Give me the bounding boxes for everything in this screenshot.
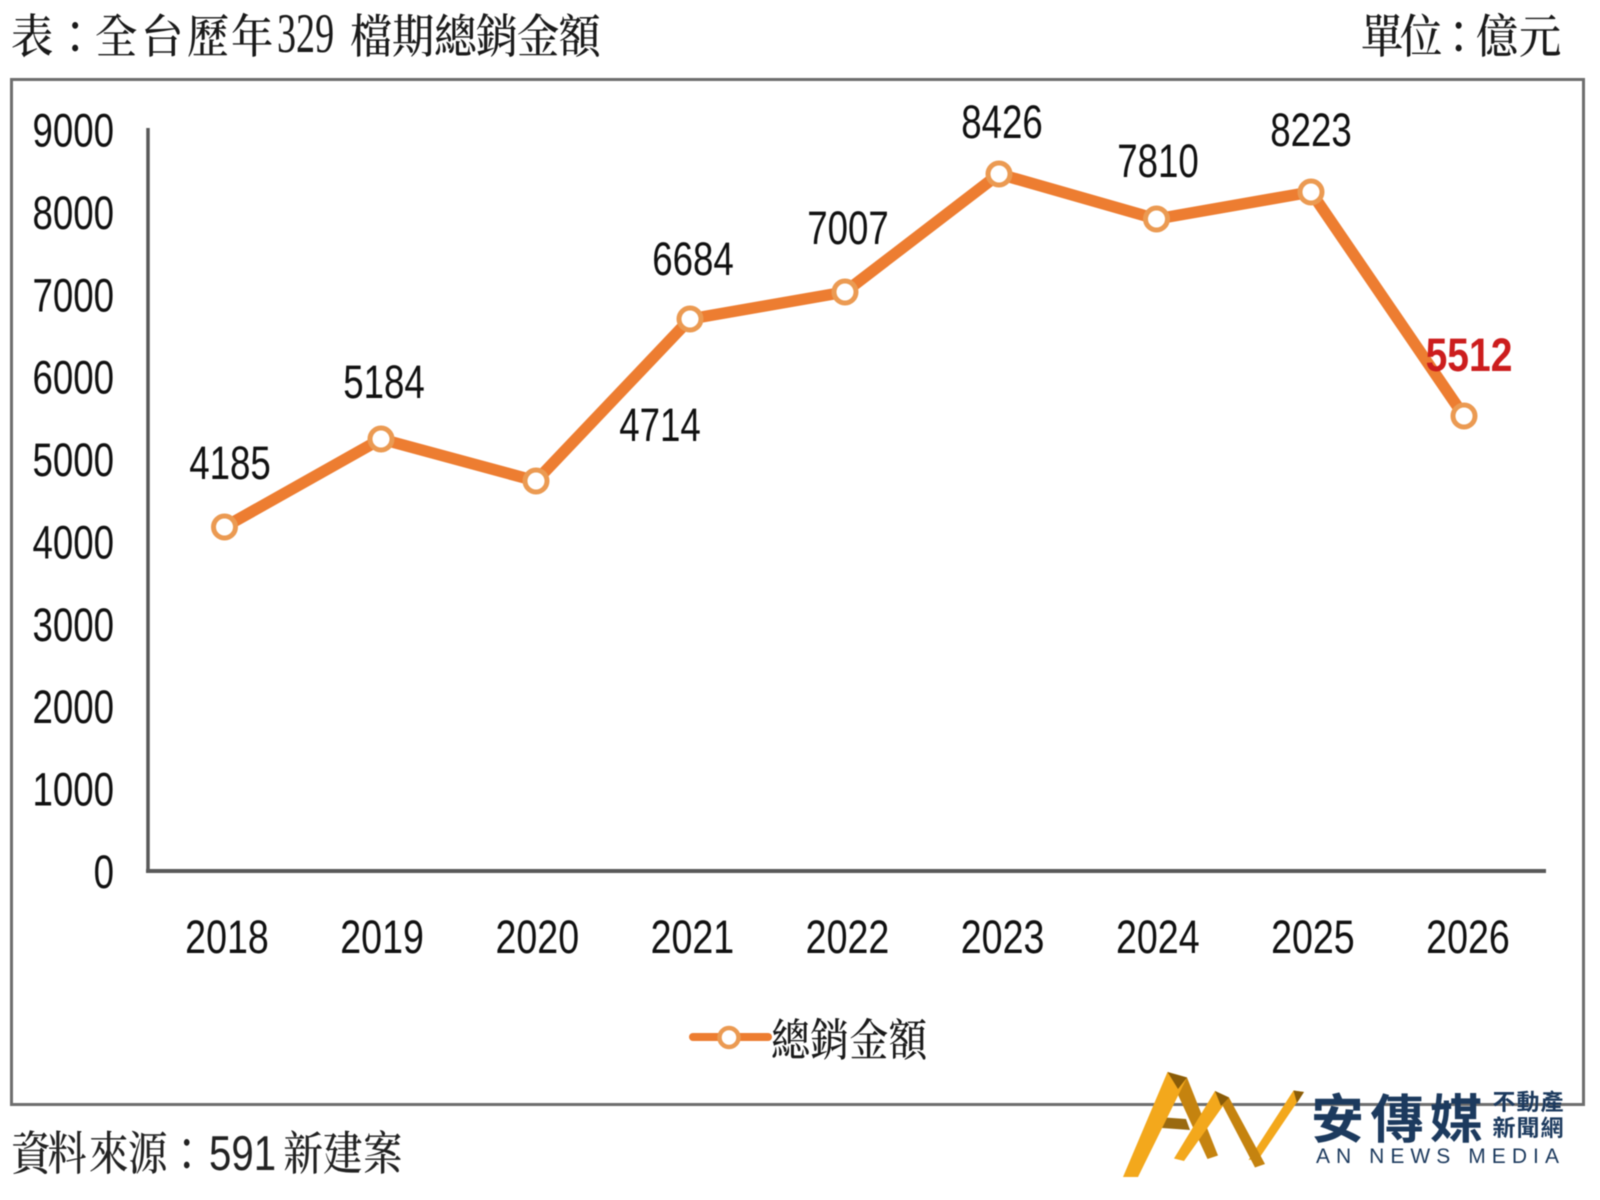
svg-text:2023: 2023 bbox=[961, 910, 1045, 963]
svg-text:AN NEWS MEDIA: AN NEWS MEDIA bbox=[1316, 1145, 1565, 1168]
svg-text:3000: 3000 bbox=[32, 598, 114, 651]
svg-text:9000: 9000 bbox=[32, 104, 114, 157]
svg-text:5512: 5512 bbox=[1426, 328, 1513, 381]
svg-text:6000: 6000 bbox=[32, 351, 114, 404]
svg-text:2022: 2022 bbox=[806, 910, 890, 963]
svg-text:8426: 8426 bbox=[961, 95, 1043, 148]
svg-text:8223: 8223 bbox=[1270, 103, 1352, 156]
svg-text:329: 329 bbox=[277, 3, 334, 65]
svg-text:5000: 5000 bbox=[32, 433, 114, 486]
svg-text:4185: 4185 bbox=[189, 436, 271, 489]
svg-text:2000: 2000 bbox=[32, 680, 114, 733]
svg-text:6684: 6684 bbox=[652, 232, 734, 285]
svg-text:2019: 2019 bbox=[340, 910, 424, 963]
svg-text:2018: 2018 bbox=[185, 910, 269, 963]
svg-text:2021: 2021 bbox=[651, 910, 735, 963]
svg-text:8000: 8000 bbox=[32, 186, 114, 239]
svg-text:7007: 7007 bbox=[807, 201, 889, 254]
svg-text:7000: 7000 bbox=[32, 268, 114, 321]
svg-text:4000: 4000 bbox=[32, 515, 114, 568]
svg-text:2026: 2026 bbox=[1426, 910, 1510, 963]
svg-text:1000: 1000 bbox=[32, 763, 114, 816]
svg-text:2024: 2024 bbox=[1116, 910, 1200, 963]
svg-text:591: 591 bbox=[209, 1127, 276, 1181]
svg-text:5184: 5184 bbox=[343, 355, 425, 408]
svg-text:7810: 7810 bbox=[1117, 134, 1199, 187]
svg-text:2020: 2020 bbox=[495, 910, 579, 963]
svg-text:0: 0 bbox=[94, 845, 114, 898]
svg-text:2025: 2025 bbox=[1271, 910, 1355, 963]
svg-text:4714: 4714 bbox=[619, 398, 701, 451]
